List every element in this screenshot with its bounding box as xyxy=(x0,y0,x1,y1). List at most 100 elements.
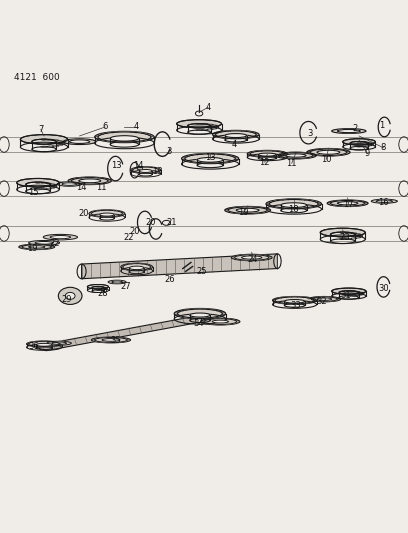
Text: 20: 20 xyxy=(78,209,89,218)
Text: 4121  600: 4121 600 xyxy=(14,72,60,82)
Ellipse shape xyxy=(139,169,152,173)
Ellipse shape xyxy=(311,297,337,301)
Text: 12: 12 xyxy=(259,158,270,167)
Text: 29: 29 xyxy=(61,295,72,304)
Ellipse shape xyxy=(68,177,111,184)
Ellipse shape xyxy=(266,199,322,209)
Ellipse shape xyxy=(350,141,368,145)
Ellipse shape xyxy=(20,135,68,144)
Ellipse shape xyxy=(131,167,161,173)
Ellipse shape xyxy=(32,139,56,144)
Text: 3: 3 xyxy=(307,129,313,138)
Ellipse shape xyxy=(235,255,269,260)
Text: 4: 4 xyxy=(206,103,211,112)
Ellipse shape xyxy=(212,320,228,323)
Ellipse shape xyxy=(343,139,375,145)
Ellipse shape xyxy=(98,132,151,142)
Ellipse shape xyxy=(79,179,101,183)
Ellipse shape xyxy=(275,152,316,159)
Ellipse shape xyxy=(188,124,211,128)
Ellipse shape xyxy=(247,150,287,157)
Ellipse shape xyxy=(337,201,358,205)
Ellipse shape xyxy=(108,280,126,284)
Ellipse shape xyxy=(62,183,77,185)
Polygon shape xyxy=(36,316,196,351)
Ellipse shape xyxy=(100,213,114,216)
Text: 36: 36 xyxy=(28,342,39,351)
Ellipse shape xyxy=(91,337,131,343)
Polygon shape xyxy=(20,139,21,147)
Ellipse shape xyxy=(174,309,226,319)
Ellipse shape xyxy=(275,297,314,304)
Ellipse shape xyxy=(110,136,139,141)
Text: 33: 33 xyxy=(290,301,301,310)
Polygon shape xyxy=(343,142,344,147)
Bar xyxy=(137,166,142,169)
Ellipse shape xyxy=(310,149,347,156)
Ellipse shape xyxy=(273,296,317,304)
Ellipse shape xyxy=(197,157,223,162)
Ellipse shape xyxy=(225,134,247,138)
Ellipse shape xyxy=(177,309,222,318)
Ellipse shape xyxy=(307,149,350,156)
Text: 28: 28 xyxy=(98,288,108,297)
Text: 14: 14 xyxy=(76,183,87,192)
Ellipse shape xyxy=(17,179,59,187)
Text: 14: 14 xyxy=(133,161,144,170)
Text: 6: 6 xyxy=(102,123,108,132)
Ellipse shape xyxy=(258,153,276,156)
Text: 11: 11 xyxy=(286,159,297,168)
Ellipse shape xyxy=(43,235,78,240)
Text: 1: 1 xyxy=(379,121,384,130)
Text: 32: 32 xyxy=(317,297,327,306)
Text: 18: 18 xyxy=(288,205,299,214)
Ellipse shape xyxy=(71,177,108,184)
Ellipse shape xyxy=(121,263,153,271)
Ellipse shape xyxy=(201,318,240,325)
Text: 17: 17 xyxy=(344,200,354,209)
Text: 8: 8 xyxy=(381,143,386,152)
Ellipse shape xyxy=(29,341,60,347)
Text: 13: 13 xyxy=(111,161,122,170)
Polygon shape xyxy=(87,287,88,290)
Text: 22: 22 xyxy=(49,239,60,248)
Ellipse shape xyxy=(236,208,259,212)
Ellipse shape xyxy=(231,254,272,261)
Ellipse shape xyxy=(133,167,159,173)
Text: 25: 25 xyxy=(197,268,207,276)
Polygon shape xyxy=(320,232,321,239)
Polygon shape xyxy=(332,291,333,296)
Ellipse shape xyxy=(129,266,144,270)
Ellipse shape xyxy=(279,152,313,158)
Ellipse shape xyxy=(204,319,237,325)
Text: 21: 21 xyxy=(166,219,177,228)
Ellipse shape xyxy=(281,203,307,207)
Ellipse shape xyxy=(320,228,365,237)
Text: 11: 11 xyxy=(96,183,106,192)
Text: 16: 16 xyxy=(378,198,389,207)
Ellipse shape xyxy=(87,285,109,289)
Ellipse shape xyxy=(102,338,120,341)
Ellipse shape xyxy=(213,131,259,139)
Ellipse shape xyxy=(308,296,341,302)
Ellipse shape xyxy=(371,199,397,203)
Text: 19: 19 xyxy=(238,208,249,217)
Ellipse shape xyxy=(26,182,50,187)
Ellipse shape xyxy=(250,151,284,157)
Ellipse shape xyxy=(376,200,392,203)
Text: 15: 15 xyxy=(28,188,39,197)
Text: 20: 20 xyxy=(145,218,155,227)
Ellipse shape xyxy=(29,240,60,245)
Ellipse shape xyxy=(35,241,53,244)
Ellipse shape xyxy=(36,343,52,346)
Text: 19: 19 xyxy=(27,244,38,253)
Text: 26: 26 xyxy=(164,276,175,285)
Text: 7: 7 xyxy=(38,125,44,134)
Ellipse shape xyxy=(339,290,359,294)
Ellipse shape xyxy=(190,313,210,317)
Text: 22: 22 xyxy=(123,233,134,243)
Text: 13: 13 xyxy=(205,154,215,163)
Ellipse shape xyxy=(52,342,67,344)
Ellipse shape xyxy=(330,200,365,206)
Ellipse shape xyxy=(27,341,62,347)
